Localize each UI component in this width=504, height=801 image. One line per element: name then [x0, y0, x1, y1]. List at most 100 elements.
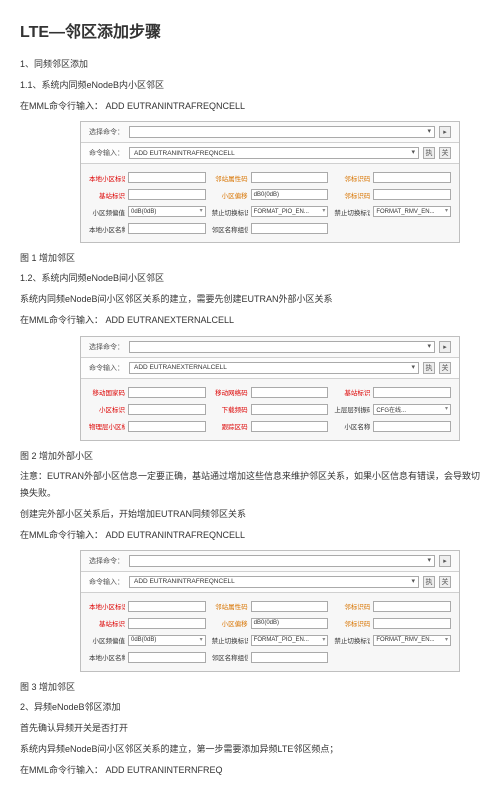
- form-field: 基站标识: [89, 189, 206, 200]
- form-field: 禁止切换标识FORMAT_PIO_EN...: [212, 206, 329, 217]
- text: 在MML命令行输入： ADD EUTRANEXTERNALCELL: [20, 312, 484, 329]
- field-input[interactable]: dB0(0dB): [251, 189, 329, 200]
- text: 创建完外部小区关系后，开始增加EUTRAN同频邻区关系: [20, 506, 484, 523]
- form-field: 跟踪区码: [212, 421, 329, 432]
- field-input[interactable]: [128, 387, 206, 398]
- field-label: 禁止切换标识: [334, 635, 370, 645]
- field-label: 基站标识: [89, 190, 125, 200]
- mml-panel-2: 选择命令： ▸ 命令输入： ADD EUTRANEXTERNALCELL 执 关…: [80, 336, 484, 441]
- label: 命令输入：: [89, 148, 125, 158]
- command-input[interactable]: ADD EUTRANINTRAFREQNCELL: [129, 576, 419, 588]
- field-label: 跟踪区码: [212, 421, 248, 431]
- command-input[interactable]: ADD EUTRANEXTERNALCELL: [129, 362, 419, 374]
- field-label: 上层层列振码: [334, 404, 370, 414]
- field-label: 禁止切换标识: [212, 207, 248, 217]
- field-label: 小区频偏值: [89, 635, 125, 645]
- history-select[interactable]: [129, 341, 435, 353]
- text: 在MML命令行输入： ADD EUTRANINTRAFREQNCELL: [20, 527, 484, 544]
- button[interactable]: ▸: [439, 555, 451, 567]
- field-label: 邻站属性码: [212, 173, 248, 183]
- field-input[interactable]: 0dB(0dB): [128, 635, 206, 646]
- form-field: 邻站属性码: [212, 601, 329, 612]
- form-field: 物理层小区标识: [89, 421, 206, 432]
- field-label: 本地小区名称: [89, 224, 125, 234]
- form-field: 小区偏移dB0(0dB): [212, 189, 329, 200]
- field-input[interactable]: [373, 618, 451, 629]
- field-input[interactable]: [128, 618, 206, 629]
- field-input[interactable]: [373, 387, 451, 398]
- field-label: 小区频偏值: [89, 207, 125, 217]
- field-input[interactable]: [373, 172, 451, 183]
- field-input[interactable]: [128, 189, 206, 200]
- text: 在MML命令行输入： ADD EUTRANINTRAFREQNCELL: [20, 98, 484, 115]
- field-label: 下载频码: [212, 404, 248, 414]
- form-field: 小区频偏值0dB(0dB): [89, 635, 206, 646]
- field-input[interactable]: FORMAT_RMV_EN...: [373, 635, 451, 646]
- field-label: 邻标识码: [334, 618, 370, 628]
- field-input[interactable]: [251, 652, 329, 663]
- field-label: 小区偏移: [212, 190, 248, 200]
- field-label: 移动网络码: [212, 387, 248, 397]
- form-field: 小区名称: [334, 421, 451, 432]
- label: 选择命令：: [89, 556, 125, 566]
- exec-button[interactable]: 执: [423, 147, 435, 159]
- field-label: 基站标识: [89, 618, 125, 628]
- button[interactable]: ▸: [439, 126, 451, 138]
- exec-button[interactable]: 执: [423, 362, 435, 374]
- field-input[interactable]: FORMAT_PIO_EN...: [251, 206, 329, 217]
- form-field: 邻标识码: [334, 601, 451, 612]
- field-input[interactable]: [128, 172, 206, 183]
- field-label: 小区偏移: [212, 618, 248, 628]
- field-label: 本地小区标识: [89, 173, 125, 183]
- form-field: 小区偏移dB0(0dB): [212, 618, 329, 629]
- field-input[interactable]: [373, 601, 451, 612]
- help-button[interactable]: 关: [439, 576, 451, 588]
- field-input[interactable]: [251, 601, 329, 612]
- field-label: 物理层小区标识: [89, 421, 125, 431]
- field-input[interactable]: FORMAT_PIO_EN...: [251, 635, 329, 646]
- field-input[interactable]: [251, 223, 329, 234]
- history-select[interactable]: [129, 555, 435, 567]
- button[interactable]: ▸: [439, 341, 451, 353]
- history-select[interactable]: [129, 126, 435, 138]
- mml-panel-1: 选择命令： ▸ 命令输入： ADD EUTRANINTRAFREQNCELL 执…: [80, 121, 484, 243]
- form-field: 本地小区名称: [89, 223, 206, 234]
- help-button[interactable]: 关: [439, 147, 451, 159]
- field-label: 移动国家码: [89, 387, 125, 397]
- field-input[interactable]: [128, 601, 206, 612]
- text: 1.2、系统内同频eNodeB间小区邻区: [20, 270, 484, 287]
- field-input[interactable]: dB0(0dB): [251, 618, 329, 629]
- form-field: 小区频偏值0dB(0dB): [89, 206, 206, 217]
- form-field: 邻标识码: [334, 172, 451, 183]
- field-label: 禁止切换标识: [212, 635, 248, 645]
- figure-caption: 图 3 增加邻区: [20, 680, 484, 693]
- command-input[interactable]: ADD EUTRANINTRAFREQNCELL: [129, 147, 419, 159]
- field-input[interactable]: CFG在线...: [373, 404, 451, 415]
- form-field: 邻区名称组信息: [212, 652, 329, 663]
- field-input[interactable]: 0dB(0dB): [128, 206, 206, 217]
- field-input[interactable]: [128, 652, 206, 663]
- field-input[interactable]: [251, 387, 329, 398]
- field-label: 邻标识码: [334, 190, 370, 200]
- form-field: 本地小区标识: [89, 601, 206, 612]
- page-title: LTE—邻区添加步骤: [20, 18, 484, 42]
- exec-button[interactable]: 执: [423, 576, 435, 588]
- field-input[interactable]: [251, 172, 329, 183]
- label: 选择命令：: [89, 342, 125, 352]
- form-field: 下载频码: [212, 404, 329, 415]
- field-label: 小区名称: [334, 421, 370, 431]
- text: 1.1、系统内同频eNodeB内小区邻区: [20, 77, 484, 94]
- field-input[interactable]: [251, 421, 329, 432]
- help-button[interactable]: 关: [439, 362, 451, 374]
- text: 在MML命令行输入： ADD EUTRANINTERNFREQ: [20, 762, 484, 779]
- field-input[interactable]: [251, 404, 329, 415]
- field-input[interactable]: [373, 421, 451, 432]
- field-label: 小区标识: [89, 404, 125, 414]
- field-input[interactable]: [373, 189, 451, 200]
- field-input[interactable]: [128, 421, 206, 432]
- field-label: 邻区名称组信息: [212, 224, 248, 234]
- field-input[interactable]: FORMAT_RMV_EN...: [373, 206, 451, 217]
- field-input[interactable]: [128, 223, 206, 234]
- label: 选择命令：: [89, 127, 125, 137]
- field-input[interactable]: [128, 404, 206, 415]
